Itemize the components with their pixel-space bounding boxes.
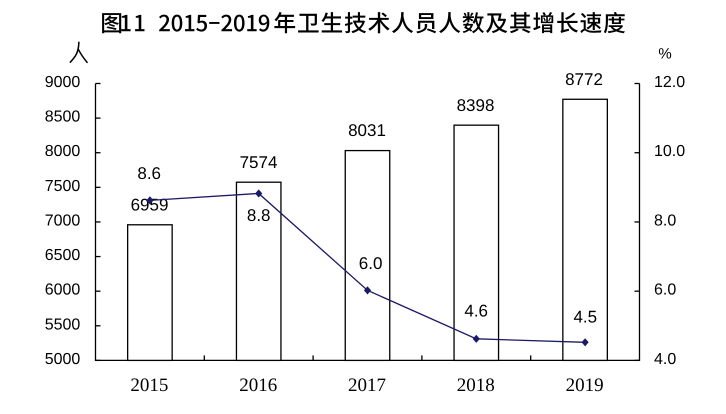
svg-text:7500: 7500	[45, 178, 81, 195]
svg-text:6.0: 6.0	[654, 282, 676, 299]
svg-text:2018: 2018	[457, 375, 495, 396]
svg-text:8.0: 8.0	[654, 212, 676, 229]
svg-text:2017: 2017	[348, 375, 386, 396]
svg-text:8031: 8031	[348, 121, 386, 140]
svg-text:10.0: 10.0	[654, 143, 685, 160]
svg-text:8.6: 8.6	[137, 164, 161, 183]
svg-text:5000: 5000	[45, 351, 81, 368]
svg-text:%: %	[658, 46, 671, 63]
svg-text:8772: 8772	[565, 70, 603, 89]
svg-text:8500: 8500	[45, 109, 81, 126]
svg-text:2016: 2016	[239, 375, 277, 396]
svg-text:9000: 9000	[45, 74, 81, 91]
svg-text:4.6: 4.6	[464, 302, 488, 321]
svg-text:4.0: 4.0	[654, 351, 676, 368]
svg-text:4.5: 4.5	[573, 308, 597, 327]
svg-text:5500: 5500	[45, 316, 81, 333]
svg-text:6500: 6500	[45, 247, 81, 264]
svg-text:7574: 7574	[240, 153, 278, 172]
svg-text:8.8: 8.8	[247, 206, 271, 225]
svg-text:8398: 8398	[457, 96, 495, 115]
svg-text:2015: 2015	[130, 375, 168, 396]
svg-text:6000: 6000	[45, 282, 81, 299]
svg-text:7000: 7000	[45, 212, 81, 229]
svg-text:2019: 2019	[566, 375, 604, 396]
svg-text:12.0: 12.0	[654, 74, 685, 91]
svg-text:6.0: 6.0	[359, 254, 383, 273]
svg-text:8000: 8000	[45, 143, 81, 160]
